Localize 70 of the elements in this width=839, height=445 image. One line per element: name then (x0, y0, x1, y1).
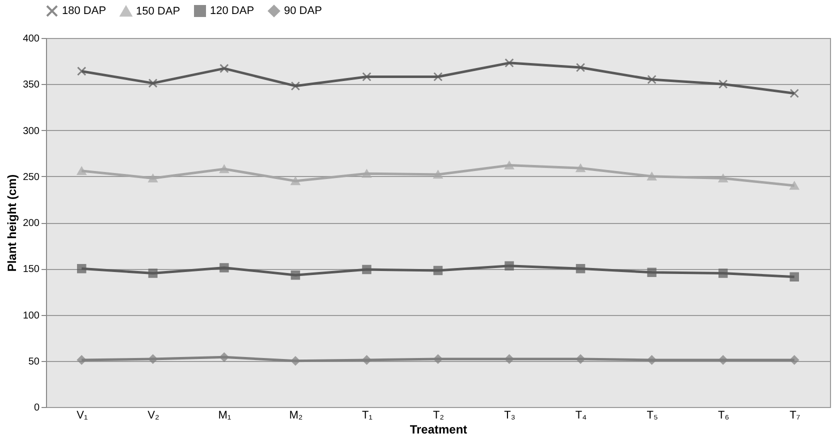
y-tick-label: 400 (22, 34, 40, 44)
legend-label: 150 DAP (136, 5, 180, 18)
point (647, 268, 656, 277)
point (433, 72, 443, 82)
point (576, 264, 586, 274)
point (148, 174, 158, 182)
x-tick-label: T₃ (504, 410, 516, 422)
x-tick-label: T₂ (433, 410, 444, 422)
point (77, 264, 86, 274)
x-tick-label: M₁ (218, 410, 232, 422)
point (647, 74, 656, 84)
y-tick-label: 0 (34, 402, 40, 414)
y-tick-label: 250 (22, 172, 40, 183)
point (362, 264, 372, 274)
point (77, 355, 86, 365)
point (290, 356, 300, 366)
point (647, 172, 656, 180)
point (148, 354, 158, 364)
x-tick-label: T₁ (362, 410, 373, 422)
point (220, 164, 229, 174)
point (504, 354, 514, 364)
point (718, 80, 728, 89)
legend-label: 90 DAP (284, 5, 322, 17)
y-axis-title: Plant height (cm) (4, 174, 19, 272)
y-tick-label: 300 (22, 126, 40, 137)
point (290, 270, 300, 280)
point (148, 268, 158, 278)
x-tick-label: T₄ (575, 410, 588, 422)
x-tick-label: T₅ (646, 410, 658, 422)
x-tick-label: T₆ (718, 410, 730, 422)
point (576, 354, 586, 364)
point (362, 170, 372, 178)
point (576, 62, 586, 72)
point (290, 81, 300, 91)
point (433, 170, 443, 179)
point (790, 355, 799, 365)
point (718, 268, 728, 278)
x-axis-title: Treatment (410, 422, 468, 436)
y-tick-label: 150 (22, 264, 40, 276)
legend-label: 180 DAP (62, 5, 106, 17)
point (790, 88, 799, 98)
x-tick-label: M₂ (289, 410, 303, 422)
point (790, 272, 799, 282)
point (148, 78, 158, 88)
point (504, 161, 514, 170)
y-tick-label: 50 (28, 356, 40, 368)
point (504, 58, 514, 68)
point (433, 354, 443, 364)
x-tick-label: V₂ (148, 410, 160, 422)
x-tick-label: V₁ (76, 410, 88, 422)
x-tick-label: T₇ (790, 410, 800, 422)
point (718, 355, 728, 365)
point (362, 72, 372, 82)
y-tick-label: 200 (22, 218, 40, 229)
point (220, 352, 229, 362)
point (220, 64, 229, 74)
legend-label: 120 DAP (210, 5, 254, 17)
point (433, 266, 443, 276)
y-tick-label: 100 (22, 310, 40, 322)
point (220, 263, 229, 272)
point (576, 164, 586, 172)
point (362, 355, 372, 365)
point (290, 176, 300, 186)
point (77, 66, 86, 76)
y-tick-label: 350 (22, 80, 40, 91)
point (77, 166, 86, 175)
point (718, 174, 728, 182)
point (790, 181, 799, 190)
point (504, 261, 514, 270)
point (647, 355, 656, 365)
